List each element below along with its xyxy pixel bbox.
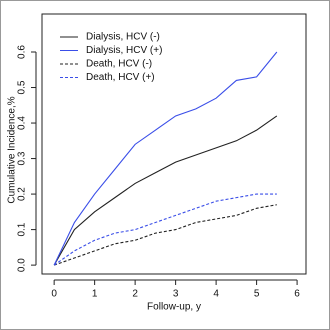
series-line	[53, 115, 278, 266]
series-line	[53, 193, 277, 266]
legend-label: Dialysis, HCV (+)	[86, 45, 162, 56]
y-axis-label: Cumulative Incidence,%	[7, 96, 18, 203]
series-line	[53, 51, 278, 266]
x-tick-label: 0	[51, 289, 57, 300]
x-tick-label: 5	[254, 289, 260, 300]
y-tick-label: 0.6	[17, 45, 28, 59]
x-tick-label: 6	[294, 289, 300, 300]
x-tick-label: 2	[132, 289, 138, 300]
y-tick-label: 0.4	[17, 116, 28, 130]
legend-label: Death, HCV (-)	[86, 59, 152, 70]
series-line	[53, 204, 277, 266]
x-tick-label: 1	[92, 289, 98, 300]
y-tick-label: 0.2	[17, 187, 28, 201]
legend-label: Dialysis, HCV (-)	[86, 32, 160, 43]
y-tick-label: 0.0	[17, 258, 28, 272]
x-tick-label: 4	[213, 289, 219, 300]
legend-label: Death, HCV (+)	[86, 72, 155, 83]
x-tick-label: 3	[173, 289, 179, 300]
y-tick-label: 0.5	[17, 80, 28, 94]
x-axis-label: Follow-up, y	[147, 302, 201, 313]
y-tick-label: 0.1	[17, 222, 28, 236]
y-tick-label: 0.3	[17, 151, 28, 165]
plot-frame	[41, 13, 307, 275]
